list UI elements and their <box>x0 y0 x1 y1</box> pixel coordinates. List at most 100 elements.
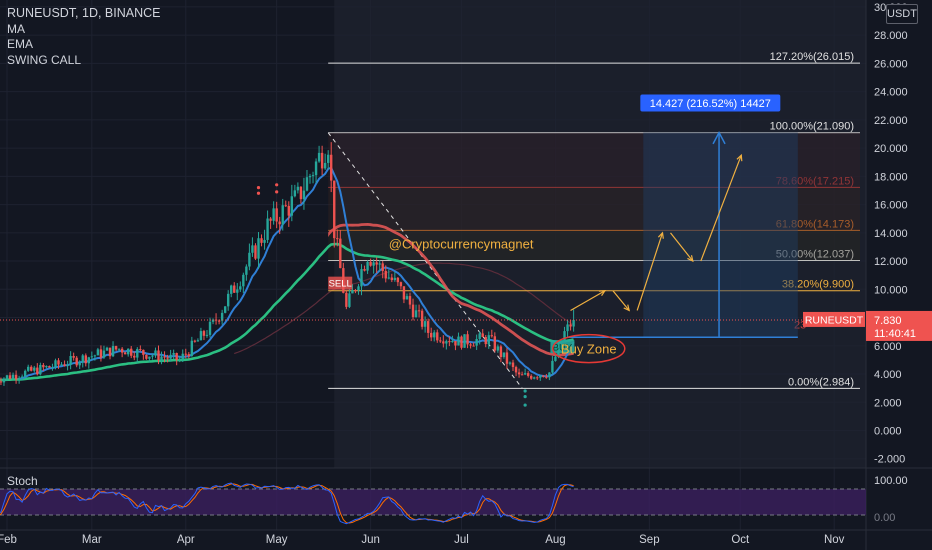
candle-body <box>390 277 394 281</box>
candle-body <box>254 245 257 259</box>
candle-body <box>108 347 112 357</box>
candle-body <box>233 285 236 293</box>
candle-body <box>93 355 97 357</box>
candle-body <box>290 196 294 216</box>
swing-dot <box>256 191 261 195</box>
price-tag[interactable] <box>866 310 932 341</box>
candle-body <box>187 354 190 356</box>
candle-body <box>505 352 509 364</box>
candle-body <box>523 373 527 375</box>
price-tick-label: 18.000 <box>874 171 908 183</box>
candle-body <box>420 310 424 327</box>
time-tick-label: Mar <box>82 534 102 546</box>
candle-body <box>90 356 94 358</box>
candles <box>0 142 575 386</box>
candle-body <box>84 355 87 364</box>
swing-dot <box>256 186 261 190</box>
candle-body <box>163 356 166 358</box>
candle-body <box>257 238 260 259</box>
candle-body <box>463 334 466 348</box>
candle-body <box>554 356 557 361</box>
fib-level-label: 127.20%(26.015) <box>770 51 854 63</box>
swing-dot <box>275 183 279 187</box>
price-tick-label: 4.000 <box>874 369 902 381</box>
fib-retracement: 127.20%(26.015) 100.00%(21.090) 78.60%(17.… <box>328 51 860 389</box>
candle-body <box>14 374 18 380</box>
candle-body <box>169 354 172 359</box>
swing-dot <box>523 389 527 393</box>
candle-body <box>148 356 151 359</box>
candle-body <box>481 333 484 338</box>
indicator-ma[interactable]: MA <box>7 21 25 36</box>
stoch-axis-label: 100.00 <box>874 475 908 487</box>
candle-body <box>354 290 357 292</box>
candle-body <box>426 321 430 333</box>
forecast-arrow-segment <box>700 154 742 262</box>
candle-body <box>442 341 445 344</box>
candle-body <box>299 186 303 200</box>
fib-level-label: 78.60%(17.215) <box>776 175 854 187</box>
stoch-label[interactable]: Stoch <box>7 474 38 488</box>
candle-body <box>508 362 512 364</box>
candle-body <box>548 372 551 378</box>
symbol-title[interactable]: RUNEUSDT, 1D, BINANCE <box>7 6 161 20</box>
candle-body <box>223 306 227 313</box>
candle-body <box>196 340 200 342</box>
fib-level-label: 100.00%(21.090) <box>770 121 854 133</box>
candle-body <box>496 346 500 351</box>
candle-body <box>102 350 106 358</box>
currency-button[interactable]: USDT <box>886 4 918 24</box>
projection-tag-text: 14.427 (216.52%) 14427 <box>650 98 771 110</box>
candle-body <box>533 377 536 379</box>
candle-body <box>193 340 197 342</box>
candle-body <box>484 337 487 345</box>
candle-body <box>251 245 254 253</box>
candle-body <box>69 355 72 365</box>
price-tick-label: 2.000 <box>874 397 902 409</box>
candle-body <box>330 154 333 181</box>
fib-level-label: 50.00%(12.037) <box>776 249 854 261</box>
forecast-arrow-segment <box>570 290 606 312</box>
candle-body <box>366 261 369 271</box>
buy-zone-ellipse <box>552 333 626 364</box>
candle-body <box>105 347 109 351</box>
candle-body <box>5 375 9 379</box>
candle-body <box>157 350 160 361</box>
ma-blue-line <box>18 166 575 380</box>
candle-body <box>475 338 478 346</box>
candle-body <box>54 360 57 368</box>
candle-body <box>39 364 42 375</box>
price-tag-time: 11:40:41 <box>874 328 916 340</box>
candle-body <box>542 375 545 377</box>
candle-body <box>314 161 318 176</box>
candle-body <box>423 321 427 327</box>
forecast-arrow-head <box>687 255 694 263</box>
author-watermark: @Cryptocurrencymagnet <box>389 236 534 251</box>
candle-body <box>378 263 381 265</box>
candle-body <box>66 364 69 366</box>
candle-body <box>336 238 339 240</box>
candle-body <box>30 366 33 371</box>
price-tick-label: 10.000 <box>874 284 908 296</box>
candle-body <box>563 331 566 342</box>
candle-body <box>402 286 406 300</box>
fib-band <box>328 187 860 231</box>
candle-body <box>326 154 330 163</box>
candle-body <box>451 340 454 343</box>
candle-body <box>27 366 30 371</box>
indicator-swing-call[interactable]: SWING CALL <box>7 52 82 67</box>
forecast-arrow-head <box>736 153 743 162</box>
price-tick-label: 28.000 <box>874 30 908 42</box>
candle-body <box>357 286 360 291</box>
swing-dot <box>523 403 527 407</box>
swing-dot <box>275 190 279 194</box>
candle-body <box>230 285 233 294</box>
time-tick-label: Jul <box>454 534 469 546</box>
symbol-tag <box>803 311 865 327</box>
candle-body <box>551 360 554 373</box>
candle-body <box>411 304 415 318</box>
candle-body <box>466 334 469 345</box>
indicator-ema[interactable]: EMA <box>7 37 34 51</box>
candle-body <box>317 152 321 162</box>
